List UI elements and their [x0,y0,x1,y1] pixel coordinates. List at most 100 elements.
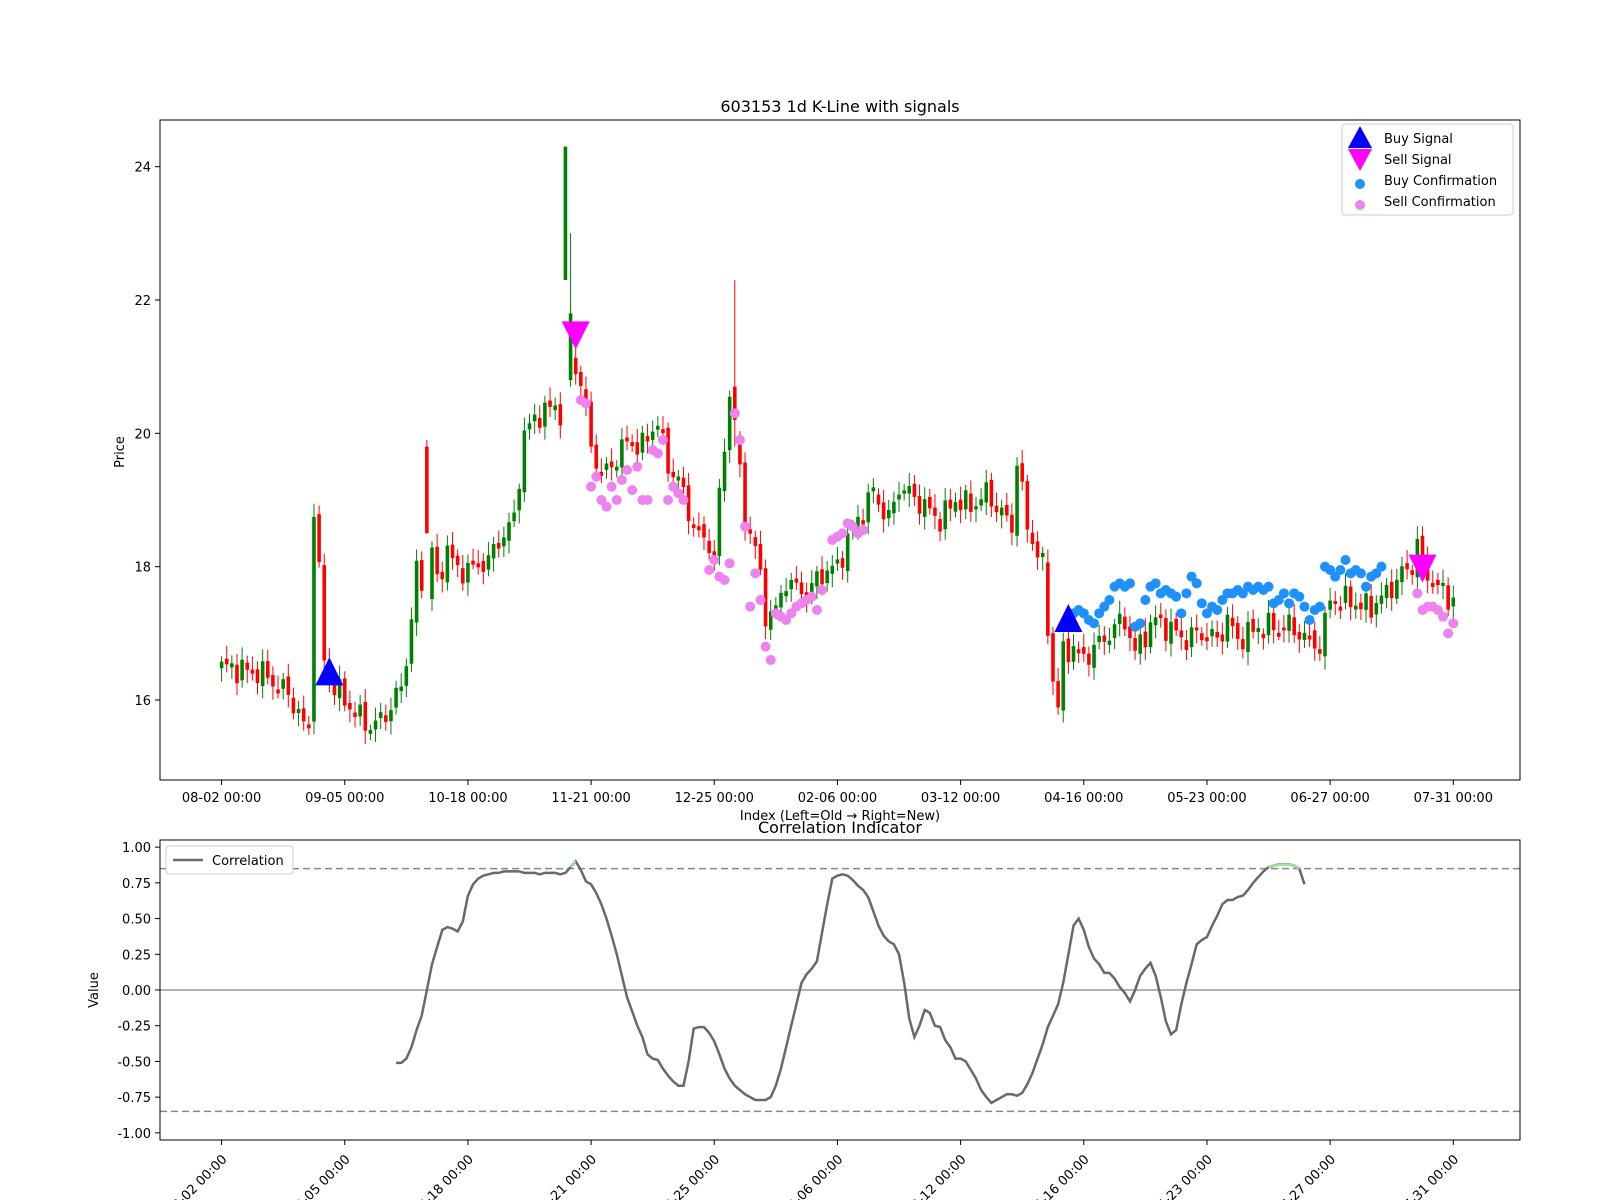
candle-body [917,495,922,514]
candle-body [481,561,486,572]
kline-legend-box [1341,123,1514,216]
candle-body [445,545,450,583]
candle-body [1215,631,1220,638]
candle-body [512,512,516,522]
candle-body [609,461,614,468]
candle-body [650,431,655,440]
candle-body [1210,629,1214,637]
candle-body [558,404,563,426]
candle-body [394,687,398,708]
candle-body [1436,579,1440,586]
candle-body [835,559,840,564]
candle-body [892,501,896,514]
candle-body [1071,646,1076,662]
candle-body [425,446,429,534]
candle-body [235,664,239,684]
candle-body [661,429,665,434]
sell-confirmation-point [760,641,771,652]
correlation-y-tick-label: 0.75 [122,877,151,892]
candle-body [753,537,758,546]
candle-body [430,547,434,600]
buy-confirmation-point [1191,578,1202,589]
buy-signal-marker [1054,604,1083,632]
candle-body [1256,628,1261,633]
candle-body [358,704,362,717]
candle-body [1379,595,1384,604]
candle-body [1312,630,1317,649]
candle-body [897,494,901,500]
candle-body [1271,613,1276,631]
sell-confirmation-point [811,605,822,615]
candle-body [1292,617,1296,636]
candle-body [353,712,357,717]
sell-confirmation-point [734,435,745,445]
kline-panel: 603153 1d K-Line with signals Price Inde… [113,97,1521,824]
candle-body [717,487,722,557]
candle-body [1015,465,1019,536]
candle-body [466,562,470,583]
candle-body [799,582,804,595]
candle-body [963,490,968,510]
candle-body [322,565,327,661]
buy-confirmation-point [1176,608,1187,619]
correlation-x-tick-label: 03-12 00:00 [903,1152,970,1200]
correlation-title: Correlation Indicator [758,818,922,837]
candles-group [219,146,1456,744]
candle-body [886,509,891,519]
candle-body [1123,616,1127,630]
confirmations-group [575,395,1459,665]
candle-body [840,558,845,568]
candle-body [707,540,711,553]
candle-body [732,386,737,420]
candle-body [743,462,747,531]
candle-body [856,516,860,527]
correlation-x-tick-label: 08-02 00:00 [164,1152,231,1200]
sell-confirmation-point [657,435,668,445]
candle-body [1287,614,1291,631]
correlation-x-tick-label: 10-18 00:00 [410,1152,477,1200]
correlation-line [396,859,1306,1105]
candle-body [974,506,978,510]
candle-body [614,466,619,471]
candle-body [548,400,552,407]
correlation-legend-label: Correlation [212,854,284,869]
kline-x-tick-label: 02-06 00:00 [798,791,877,806]
sell-confirmation-point [586,481,597,492]
candle-body [568,313,573,380]
correlation-y-tick-label: 0.25 [122,948,151,963]
candle-body [640,432,645,453]
kline-legend-label: Sell Signal [1384,153,1452,168]
candle-body [1025,481,1030,530]
candle-body [342,678,347,706]
sell-confirmation-point [719,575,730,585]
candle-body [245,662,250,670]
candle-body [1225,614,1230,642]
candle-body [414,560,419,623]
candle-body [1056,681,1060,708]
candle-body [1405,563,1409,570]
candle-body [476,563,480,568]
correlation-y-tick-label: -0.25 [117,1020,151,1035]
candle-body [712,551,717,558]
legend-sell-signal-icon [1348,149,1372,171]
candle-body [1189,627,1194,648]
candle-body [486,555,491,570]
candle-body [999,507,1004,516]
kline-y-ticks: 16 18 20 22 24 [134,161,160,709]
buy-confirmation-point [1181,588,1192,599]
legend-confirmation-icon [1355,179,1365,189]
candle-body [774,605,778,610]
sell-confirmation-point [1443,628,1454,639]
correlation-y-tick-label: 0.50 [122,913,151,928]
candle-body [563,146,568,280]
correlation-y-tick-label: -0.75 [117,1091,151,1106]
candle-body [1328,600,1332,610]
kline-y-axis-label: Price [113,436,128,468]
candle-body [1282,627,1286,631]
candle-body [1246,621,1250,653]
candle-body [260,661,265,686]
candle-body [537,417,542,428]
candle-body [861,520,865,525]
candle-body [1441,582,1445,587]
